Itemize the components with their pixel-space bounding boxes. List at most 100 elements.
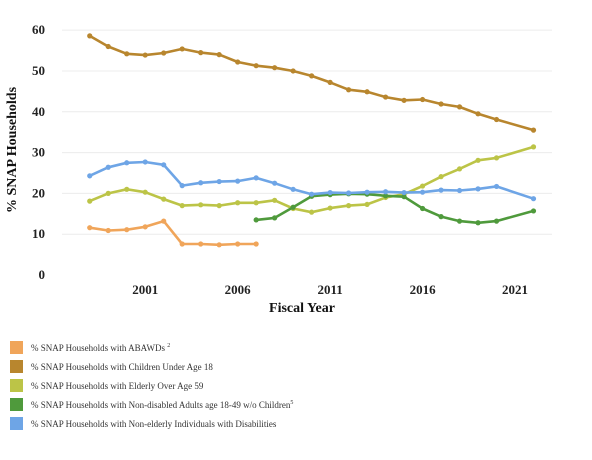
- y-tick-label: 30: [32, 145, 45, 160]
- data-point: [456, 218, 463, 224]
- data-point: [198, 202, 204, 208]
- data-point: [327, 189, 333, 196]
- series-line: [89, 34, 534, 132]
- data-point: [235, 178, 241, 184]
- data-point: [216, 203, 222, 209]
- data-point: [493, 218, 500, 224]
- data-point: [124, 51, 130, 57]
- data-point: [493, 155, 500, 161]
- data-point: [105, 190, 111, 196]
- data-point: [419, 205, 426, 212]
- data-point: [161, 196, 167, 202]
- data-point: [530, 196, 537, 202]
- data-point: [161, 162, 167, 168]
- data-point: [475, 157, 481, 163]
- data-point: [493, 116, 500, 123]
- data-point: [438, 187, 444, 193]
- data-point: [124, 160, 130, 166]
- line-chart: 0 10 20 30 40 50 60 2001 2006 2011 2016 2021 Fisca…: [5, 22, 552, 316]
- legend-text: % SNAP Households with Elderly Over Age …: [31, 380, 204, 391]
- legend-footnote-marker: 2: [167, 342, 171, 349]
- data-point: [475, 186, 481, 192]
- data-point: [419, 189, 426, 195]
- data-point: [87, 225, 93, 231]
- legend-label: % SNAP Households with Non-disabled Adul…: [31, 400, 293, 410]
- data-point: [253, 200, 259, 206]
- legend-swatch: [10, 417, 23, 430]
- data-point: [161, 50, 167, 56]
- data-point: [530, 144, 537, 150]
- data-point: [198, 50, 204, 56]
- data-point: [142, 224, 148, 230]
- data-point: [419, 96, 426, 103]
- y-axis-title: % SNAP Households: [5, 86, 20, 213]
- legend-item: % SNAP Households with Elderly Over Age …: [10, 376, 570, 395]
- data-point: [124, 227, 130, 233]
- data-point: [290, 68, 296, 74]
- series-4: [87, 159, 537, 202]
- data-point: [216, 52, 222, 58]
- data-point: [401, 97, 407, 103]
- data-point: [382, 94, 389, 100]
- data-point: [309, 73, 315, 79]
- gridlines: [62, 29, 552, 235]
- data-point: [364, 201, 370, 208]
- data-point: [272, 180, 278, 186]
- data-point: [253, 241, 259, 247]
- legend-swatch: [10, 398, 23, 411]
- data-point: [272, 197, 278, 203]
- data-point: [179, 183, 185, 189]
- data-point: [530, 208, 537, 214]
- legend-text: % SNAP Households with Non-disabled Adul…: [31, 399, 291, 410]
- data-point: [87, 33, 93, 39]
- data-point: [253, 217, 259, 223]
- data-point: [382, 189, 389, 195]
- data-point: [272, 215, 278, 221]
- series-2: [87, 144, 537, 215]
- data-point: [346, 87, 352, 93]
- legend-item: % SNAP Households with ABAWDs 2: [10, 338, 570, 357]
- legend-label: % SNAP Households with Children Under Ag…: [31, 362, 213, 372]
- series-0: [87, 218, 259, 248]
- data-point: [382, 193, 389, 199]
- series-lines: [87, 33, 537, 248]
- data-point: [105, 43, 111, 50]
- data-point: [216, 178, 222, 185]
- y-tick-label: 50: [32, 63, 45, 78]
- data-point: [475, 111, 481, 117]
- y-tick-labels: 0 10 20 30 40 50 60: [32, 22, 45, 282]
- data-point: [438, 214, 444, 220]
- x-tick-label: 2021: [502, 282, 528, 297]
- legend-label: % SNAP Households with ABAWDs 2: [31, 343, 170, 353]
- legend-item: % SNAP Households with Children Under Ag…: [10, 357, 570, 376]
- x-tick-label: 2011: [317, 282, 342, 297]
- data-point: [87, 198, 93, 204]
- data-point: [364, 189, 370, 195]
- data-point: [309, 209, 315, 215]
- series-1: [87, 33, 537, 133]
- data-point: [327, 205, 333, 211]
- chart-legend: % SNAP Households with ABAWDs 2 % SNAP Ho…: [10, 338, 570, 433]
- x-tick-labels: 2001 2006 2011 2016 2021: [132, 282, 528, 297]
- legend-label: % SNAP Households with Non-elderly Indiv…: [31, 419, 276, 429]
- y-tick-label: 60: [32, 22, 45, 37]
- legend-label: % SNAP Households with Elderly Over Age …: [31, 381, 203, 391]
- data-point: [493, 183, 500, 190]
- data-point: [272, 65, 278, 71]
- data-point: [161, 218, 167, 224]
- y-tick-label: 0: [39, 267, 46, 282]
- data-point: [438, 101, 444, 107]
- legend-item: % SNAP Households with Non-disabled Adul…: [10, 395, 570, 414]
- data-point: [456, 166, 463, 172]
- data-point: [419, 183, 426, 189]
- legend-swatch: [10, 341, 23, 354]
- y-tick-label: 40: [32, 104, 45, 119]
- x-tick-label: 2016: [410, 282, 437, 297]
- data-point: [105, 164, 111, 170]
- data-point: [235, 241, 241, 247]
- legend-footnote-marker: 5: [290, 399, 294, 406]
- data-point: [105, 227, 111, 234]
- data-point: [179, 46, 185, 52]
- data-point: [309, 191, 315, 197]
- series-line: [89, 160, 534, 200]
